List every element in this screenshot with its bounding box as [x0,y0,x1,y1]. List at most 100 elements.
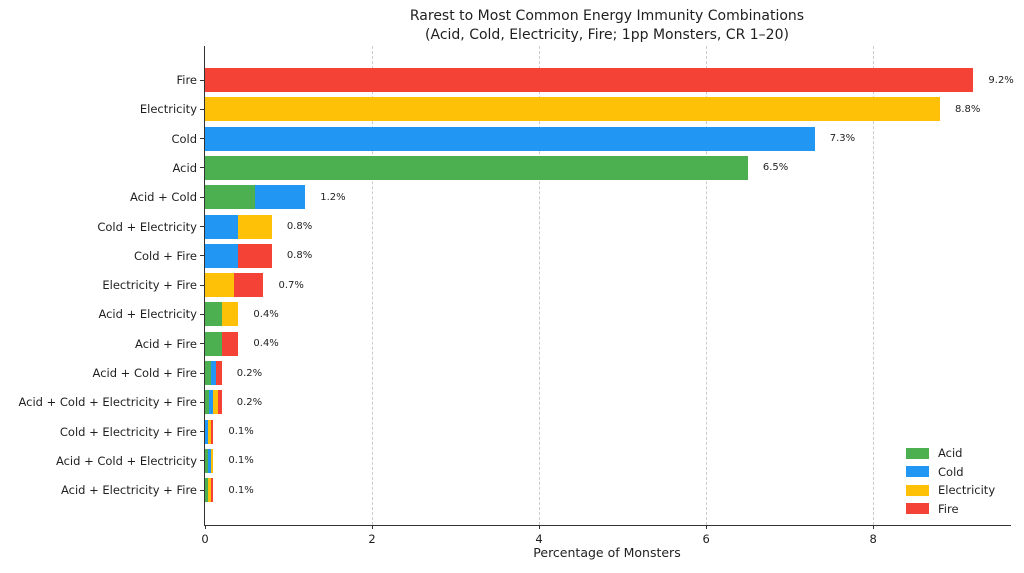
bar-segment-fire [205,68,974,92]
y-axis-labels: Fire Electricity Cold Acid Acid + Cold Cold +… [0,46,204,525]
y-category-label: Acid + Cold + Electricity [55,453,197,468]
legend-item-cold: Cold [906,463,995,482]
y-category-label: Cold + Electricity [97,219,197,234]
bar-segment-acid [205,185,256,210]
bar-segment-electricity [205,97,940,122]
x-tick-label-6: 6 [702,532,710,546]
legend: Acid Cold Electricity Fire [906,444,995,518]
y-tick-mark [200,460,204,462]
y-category-label: Acid + Electricity [98,307,197,322]
bar-value-label: 0.7% [278,279,304,291]
bar-value-label: 0.4% [253,338,279,350]
y-tick-mark [200,489,204,491]
y-category-label: Acid + Cold + Fire [92,366,197,380]
bar-segment-acid [205,361,211,385]
y-category-label: Acid [172,160,197,175]
bar-value-label: 0.8% [286,221,313,232]
bar-segment-cold [207,448,211,473]
y-tick-mark [200,138,204,140]
bar-value-label: 0.4% [253,308,279,320]
legend-swatch-electricity [906,484,929,496]
chart-subtitle: (Acid, Cold, Electricity, Fire; 1pp Mons… [425,27,789,43]
y-category-label: Acid + Fire [135,336,197,351]
bar-segment-acid [205,331,222,356]
x-tick-mark-4 [538,525,540,529]
bar-segment-electricity [210,448,214,473]
bar-value-label: 0.2% [236,396,263,408]
bar-segment-cold [205,126,815,151]
bar-segment-fire [221,331,239,356]
y-category-label: Cold + Fire [133,248,197,263]
bar-segment-electricity [238,214,272,239]
y-category-label: Electricity [139,102,197,117]
y-tick-mark [200,401,204,403]
bar-value-label: 1.2% [320,191,346,203]
y-category-label: Acid + Cold + Electricity + Fire [18,395,197,410]
x-tick-label-2: 2 [368,532,376,546]
y-tick-mark [200,284,204,286]
x-tick-label-4: 4 [535,532,543,546]
y-category-label: Acid + Electricity + Fire [60,483,197,498]
bar-segment-cold [205,419,208,444]
bar-value-label: 6.5% [762,162,789,174]
x-axis-title: Percentage of Monsters [533,545,681,560]
y-category-label: Fire [176,73,197,87]
y-tick-mark [200,431,204,433]
y-tick-mark [200,108,204,110]
bar-segment-fire [217,390,222,415]
bar-segment-cold [205,214,239,239]
bar-segment-fire [210,419,214,444]
x-tick-label-8: 8 [869,532,877,546]
title-block: Rarest to Most Common Energy Immunity Co… [204,7,1010,45]
legend-item-electricity: Electricity [906,481,995,500]
y-tick-mark [200,79,204,81]
chart-title: Rarest to Most Common Energy Immunity Co… [409,8,805,24]
legend-item-acid: Acid [906,444,995,463]
y-tick-mark [200,255,204,257]
bar-segment-fire [238,243,272,268]
legend-label: Acid [938,446,963,461]
bar-segment-electricity [213,390,218,415]
x-tick-mark-0 [204,525,206,529]
bar-value-label: 7.3% [829,133,856,145]
gridline-x4 [539,46,541,525]
y-category-label: Cold + Electricity + Fire [59,424,197,439]
y-tick-mark [200,372,204,374]
bar-value-label: 0.8% [286,250,313,262]
bar-segment-acid [205,155,748,180]
y-tick-mark [200,343,204,345]
bar-segment-electricity [207,419,211,444]
legend-item-fire: Fire [906,500,995,519]
y-tick-mark [200,167,204,169]
legend-label: Electricity [938,483,996,498]
x-tick-mark-2 [371,525,373,529]
bar-segment-electricity [221,302,239,327]
gridline-x8 [873,46,875,525]
y-tick-mark [200,226,204,227]
gridline-x6 [706,46,708,525]
bar-value-label: 8.8% [955,103,981,115]
bar-value-label: 0.1% [228,484,254,496]
bar-value-label: 9.2% [988,74,1014,86]
legend-swatch-cold [906,466,929,478]
legend-label: Fire [938,501,959,516]
bar-value-label: 0.2% [236,367,263,379]
x-tick-mark-8 [872,525,874,529]
x-tick-label-0: 0 [201,532,209,546]
bar-segment-cold [209,390,214,415]
x-tick-mark-6 [705,525,707,529]
legend-label: Cold [938,464,964,479]
plot-area: 0 2 4 6 8 9.2% 8.8% 7.3% 6.5% 1.2% 0.8% 0.8% 0.7% 0.4… [200,46,1014,546]
y-category-label: Electricity + Fire [102,278,197,293]
bar-segment-acid [205,302,222,327]
legend-swatch-acid [906,447,929,459]
bar-segment-acid [205,390,210,415]
y-category-label: Cold [171,131,197,146]
y-tick-mark [200,313,204,315]
y-tick-mark [200,196,204,198]
bar-segment-fire [216,361,222,385]
gridline-x2 [372,46,374,525]
bar-segment-electricity [205,273,235,298]
bar-segment-cold [205,243,239,268]
